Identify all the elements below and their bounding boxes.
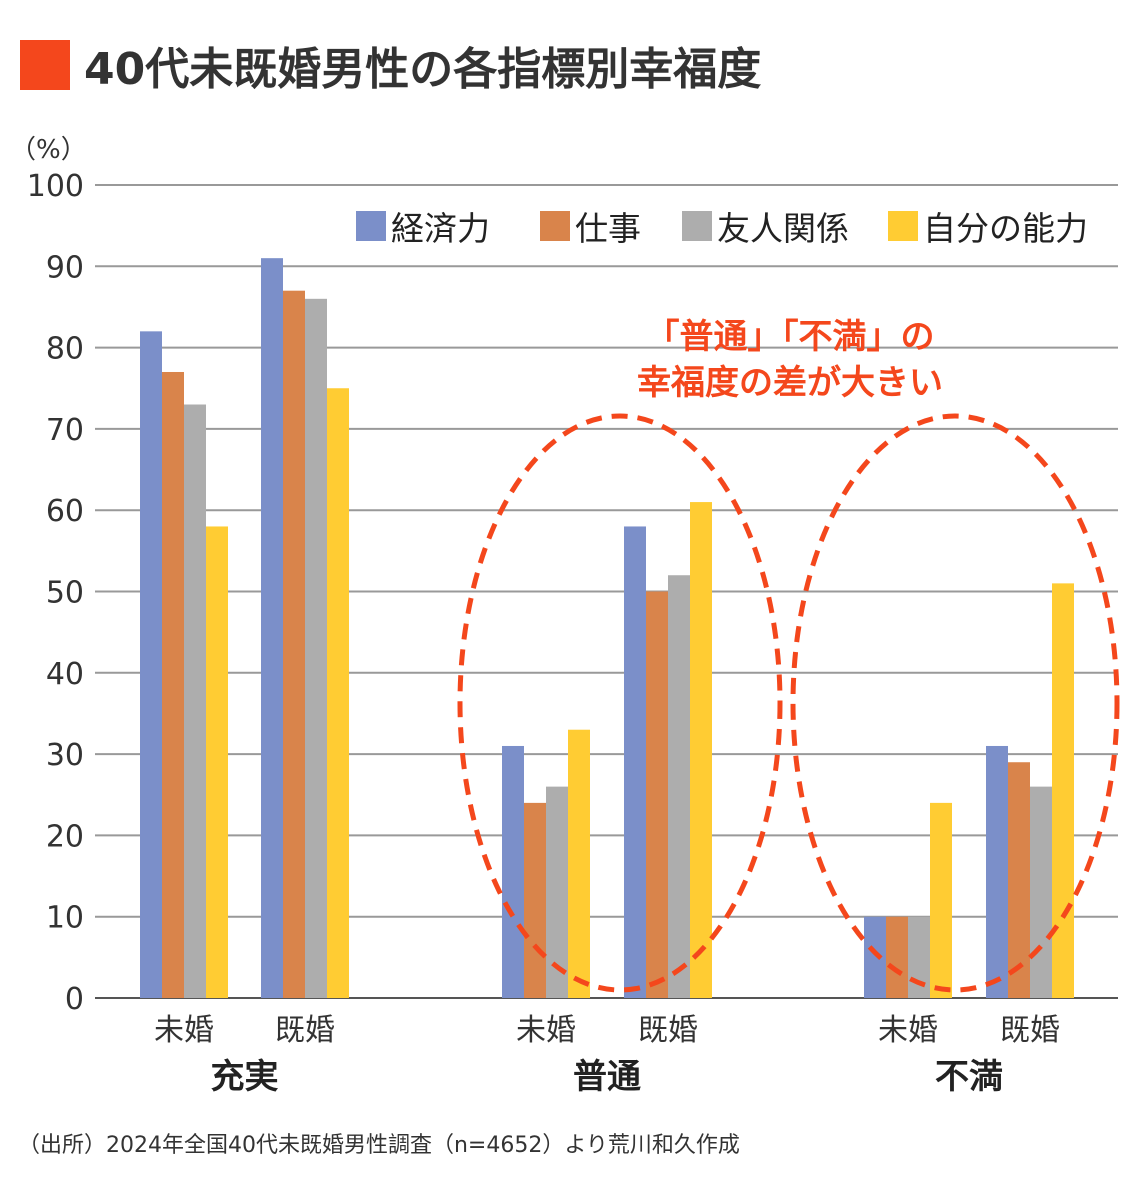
y-tick-label: 60	[46, 494, 84, 529]
legend-swatch	[540, 211, 570, 241]
bar-仕事-4	[886, 916, 908, 998]
bar-友人関係-1	[305, 298, 327, 998]
bar-経済力-4	[864, 916, 886, 998]
title-marker	[20, 40, 70, 90]
bar-仕事-2	[524, 802, 546, 998]
bar-経済力-1	[261, 258, 283, 998]
x-tick-label: 既婚	[275, 1013, 335, 1048]
y-tick-label: 0	[65, 982, 84, 1017]
bar-仕事-5	[1008, 762, 1030, 998]
bar-自分の能力-3	[690, 502, 712, 998]
x-tick-label: 未婚	[516, 1013, 576, 1048]
y-tick-label: 30	[46, 738, 84, 773]
legend-label: 自分の能力	[923, 209, 1088, 248]
bar-仕事-3	[646, 591, 668, 998]
y-tick-label: 50	[46, 576, 84, 611]
bar-友人関係-4	[908, 916, 930, 998]
x-tick-label: 既婚	[1000, 1013, 1060, 1048]
bar-自分の能力-0	[206, 526, 228, 998]
group-label: 充実	[211, 1057, 279, 1097]
bar-友人関係-5	[1030, 786, 1052, 998]
legend-swatch	[888, 211, 918, 241]
bar-仕事-1	[283, 290, 305, 998]
bar-自分の能力-5	[1052, 583, 1074, 998]
annotation-line-2: 幸福度の差が大きい	[637, 363, 943, 403]
annotation-line-1: 「普通」「不満」の	[646, 317, 935, 357]
legend-label: 経済力	[391, 209, 490, 248]
bar-友人関係-2	[546, 786, 568, 998]
legend-swatch	[682, 211, 712, 241]
chart-title: 40代未既婚男性の各指標別幸福度	[84, 44, 761, 95]
x-tick-label: 未婚	[154, 1013, 214, 1048]
highlight-ellipse-futsu	[457, 413, 783, 993]
y-tick-label: 20	[46, 819, 84, 854]
y-tick-label: 90	[46, 250, 84, 285]
bar-自分の能力-2	[568, 729, 590, 998]
y-axis-label: （%）	[10, 135, 87, 165]
bar-友人関係-0	[184, 404, 206, 998]
x-tick-label: 未婚	[878, 1013, 938, 1048]
bar-友人関係-3	[668, 575, 690, 998]
y-tick-label: 40	[46, 657, 84, 692]
y-tick-label: 10	[46, 901, 84, 936]
bar-経済力-5	[986, 745, 1008, 998]
bar-仕事-0	[162, 371, 184, 998]
bar-経済力-3	[624, 526, 646, 998]
bar-経済力-2	[502, 745, 524, 998]
y-tick-label: 80	[46, 332, 84, 367]
y-tick-label: 70	[46, 413, 84, 448]
legend-label: 仕事	[575, 209, 641, 248]
source-note: （出所）2024年全国40代未既婚男性調査（n=4652）より荒川和久作成	[18, 1133, 740, 1158]
y-tick-label: 100	[27, 169, 84, 204]
group-label: 不満	[935, 1057, 1003, 1097]
bar-自分の能力-4	[930, 802, 952, 998]
x-tick-label: 既婚	[638, 1013, 698, 1048]
group-label: 普通	[573, 1057, 641, 1097]
highlight-ellipse-fuman	[790, 413, 1120, 993]
bar-経済力-0	[140, 331, 162, 999]
legend-label: 友人関係	[717, 209, 849, 248]
legend-swatch	[356, 211, 386, 241]
bar-自分の能力-1	[327, 388, 349, 998]
